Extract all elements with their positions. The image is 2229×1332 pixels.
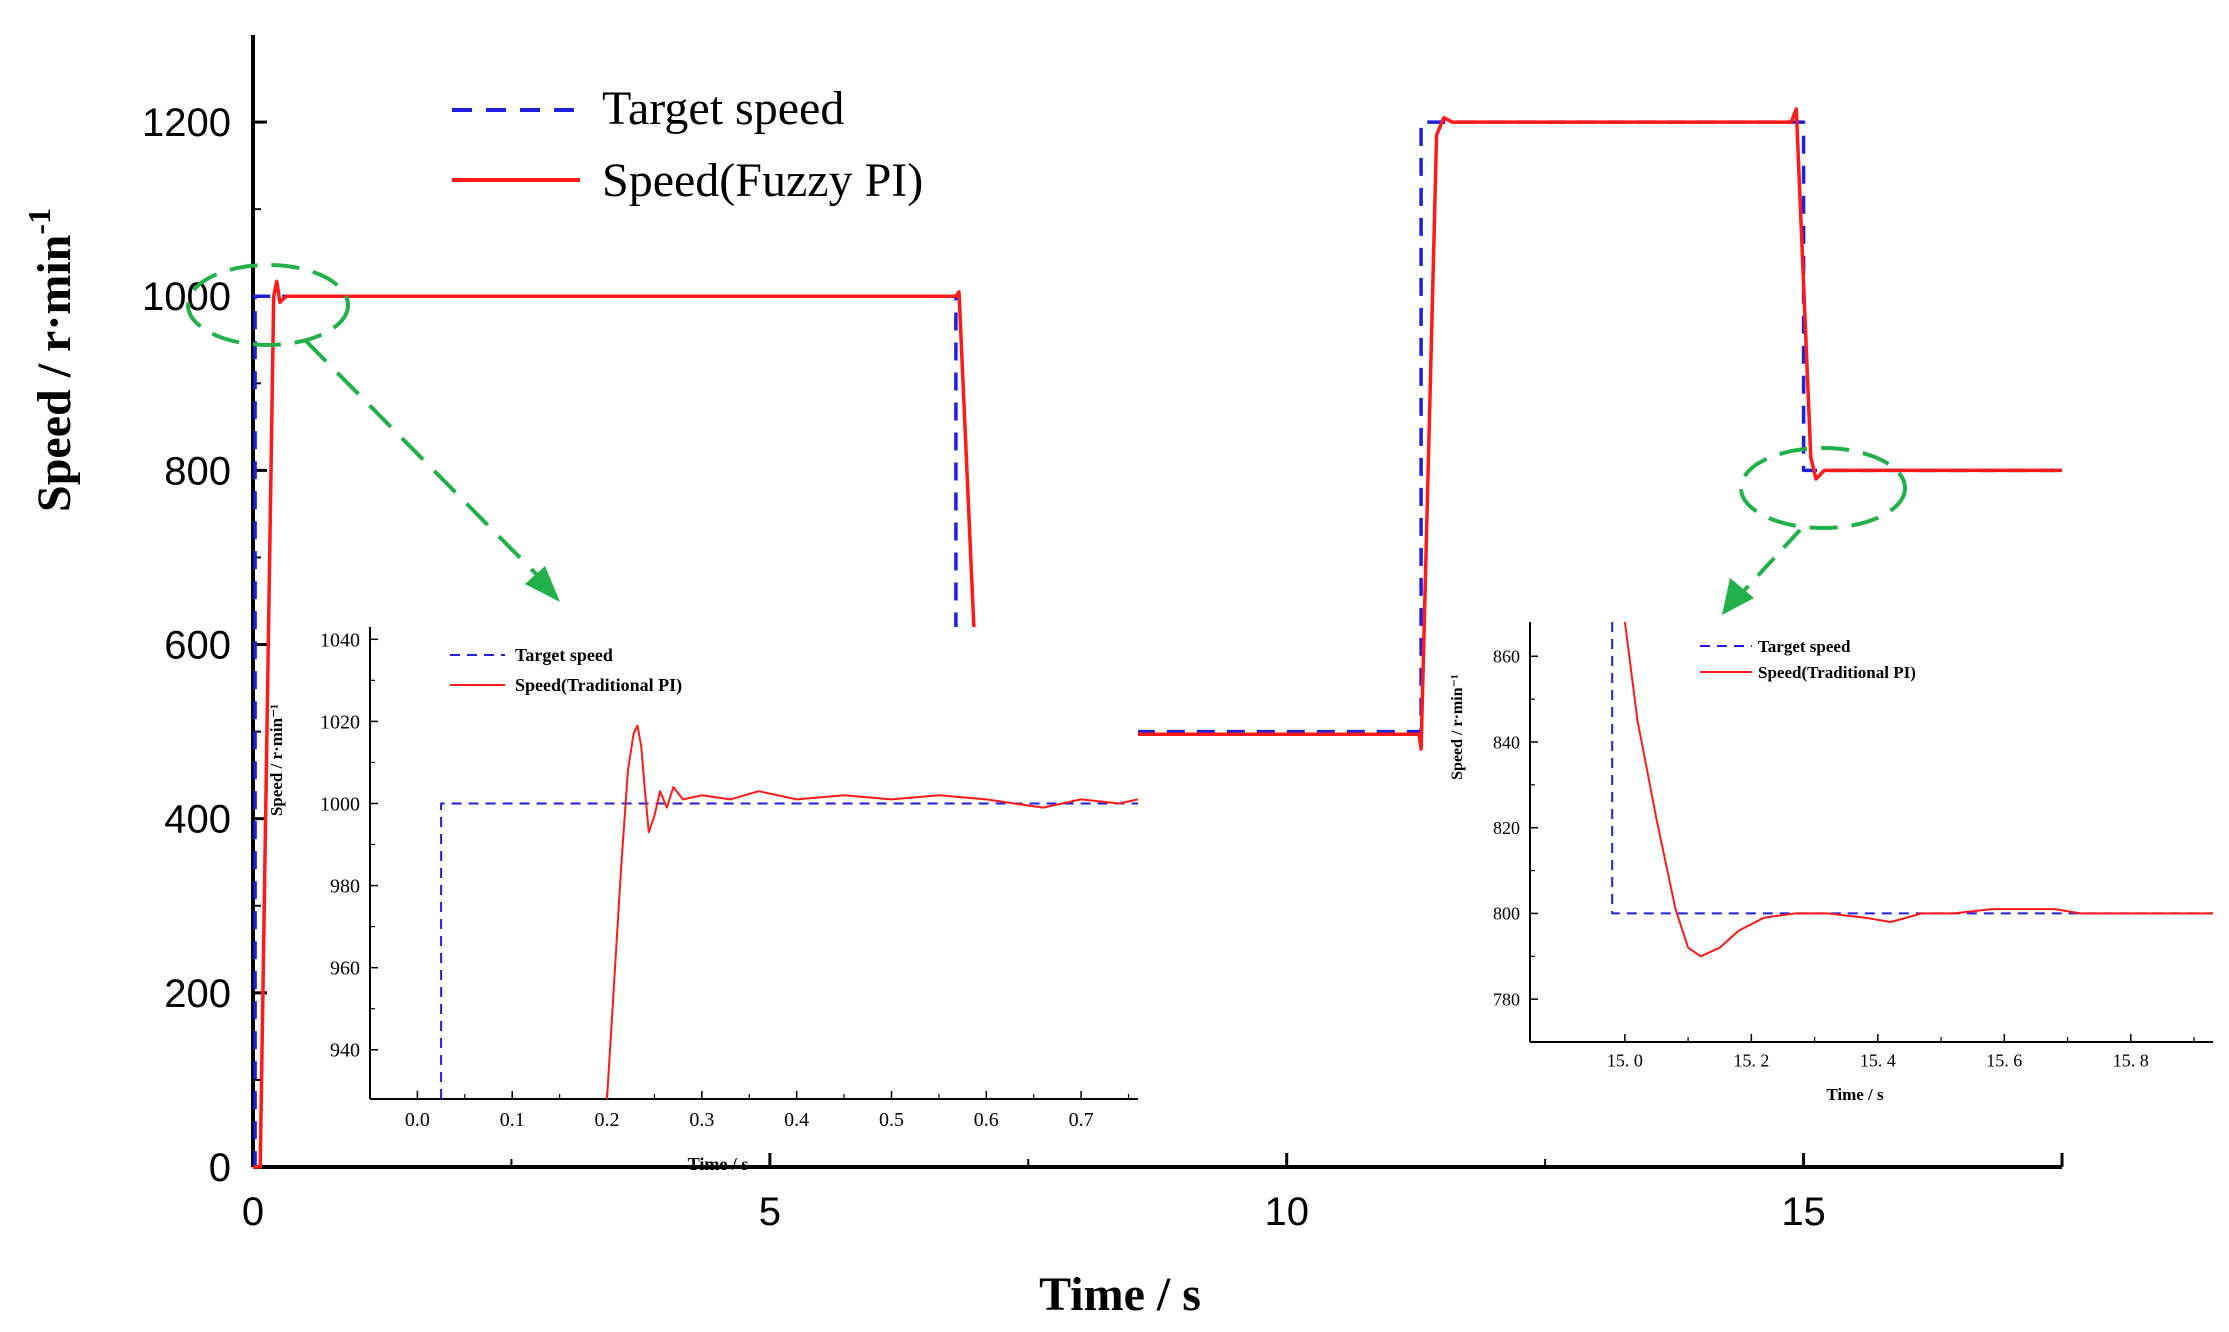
- zoom-arrowhead-left: [525, 566, 560, 602]
- inset-left-x-tick-label: 0.6: [974, 1109, 999, 1131]
- inset-right-y-axis-label: Speed / r·min⁻¹: [1449, 674, 1466, 780]
- inset-right-y-tick-label: 800: [1493, 904, 1520, 924]
- main-y-tick-label: 800: [164, 449, 231, 493]
- main-x-tick-label: 10: [1264, 1190, 1309, 1234]
- inset-left-x-tick-label: 0.0: [405, 1109, 430, 1131]
- zoom-annotations: [186, 263, 1907, 615]
- legend-speed-label: Speed(Fuzzy PI): [602, 154, 923, 207]
- inset-right-series-speed-line: [1623, 621, 2213, 958]
- main-y-tick-label: 600: [164, 624, 231, 668]
- inset-left-legend-speed-label: Speed(Traditional PI): [515, 675, 682, 696]
- inset-right-x-tick-label: 15. 0: [1607, 1050, 1643, 1070]
- inset-right-x-tick-label: 15. 8: [2113, 1050, 2149, 1070]
- svg-text:Speed / r·min-1: Speed / r·min-1: [21, 208, 81, 512]
- zoom-arrow-right: [1738, 528, 1802, 597]
- main-y-axis-label-text: Speed / r·min: [28, 235, 81, 512]
- inset-right-y-tick-label: 780: [1493, 989, 1520, 1009]
- inset-right-y-tick-label: 820: [1493, 818, 1520, 838]
- inset-left-x-tick-label: 0.4: [784, 1109, 809, 1131]
- inset-left-x-tick-label: 0.2: [595, 1109, 620, 1131]
- inset-right-y-ticks: 780 800 820 840 860: [1493, 647, 1538, 1009]
- main-series-speed-line: [253, 107, 2062, 1169]
- main-y-ticks: 0 200 400 600 800 1000 1200: [142, 101, 267, 1190]
- inset-left-x-ticks: 0.0 0.1 0.2 0.3 0.4 0.5 0.6 0.7: [405, 1091, 1130, 1131]
- zoom-arrow-left: [303, 338, 547, 585]
- inset-right-x-tick-label: 15. 6: [1986, 1050, 2022, 1070]
- inset-left-series-target-speed-line: [440, 802, 1138, 1099]
- inset-left-x-tick-label: 0.7: [1069, 1109, 1094, 1131]
- inset-left-x-tick-label: 0.1: [500, 1109, 525, 1131]
- inset-left-y-tick-label: 1020: [320, 711, 360, 733]
- inset-right-y-tick-label: 860: [1493, 647, 1520, 667]
- main-legend: Target speed Speed(Fuzzy PI): [452, 82, 923, 207]
- inset-right-x-axis-label: Time / s: [1826, 1085, 1884, 1104]
- legend-target-label: Target speed: [602, 82, 844, 135]
- inset-left-y-tick-label: 980: [330, 876, 360, 898]
- main-x-tick-label: 0: [242, 1190, 264, 1234]
- zoom-ellipse-right: [1739, 446, 1907, 530]
- main-y-tick-label: 1200: [142, 101, 231, 145]
- inset-left-x-tick-label: 0.5: [879, 1109, 904, 1131]
- inset-right-x-ticks: 15. 0 15. 2 15. 4 15. 6 15. 8: [1607, 1034, 2195, 1070]
- main-series: [253, 107, 2062, 1169]
- inset-right-legend-speed-label: Speed(Traditional PI): [1758, 663, 1916, 682]
- inset-left-y-tick-label: 1040: [320, 629, 360, 651]
- inset-left-y-tick-label: 940: [330, 1040, 360, 1062]
- main-x-tick-label: 5: [759, 1190, 781, 1234]
- inset-left-y-axis-label: Speed / r·min⁻¹: [267, 704, 286, 816]
- inset-right-x-tick-label: 15. 4: [1860, 1050, 1896, 1070]
- main-y-tick-label: 0: [209, 1146, 231, 1190]
- main-y-tick-label: 1000: [142, 275, 231, 319]
- main-x-tick-label: 15: [1781, 1190, 1826, 1234]
- inset-left-legend-target-label: Target speed: [515, 645, 613, 665]
- inset-right-series: [1611, 621, 2213, 958]
- main-y-axis-label: Speed / r·min-1: [21, 208, 81, 512]
- main-y-tick-label: 200: [164, 972, 231, 1016]
- inset-left-x-tick-label: 0.3: [689, 1109, 714, 1131]
- inset-left-series: [440, 724, 1139, 1100]
- inset-right-legend: Target speed Speed(Traditional PI): [1700, 637, 1916, 682]
- inset-left-series-speed-line: [606, 724, 1139, 1100]
- inset-left-legend: Target speed Speed(Traditional PI): [450, 645, 682, 696]
- main-y-tick-label: 400: [164, 798, 231, 842]
- inset-right-legend-target-label: Target speed: [1758, 637, 1851, 656]
- zoom-ellipse-left: [186, 263, 350, 347]
- inset-left-plot: 940 960 980 1000 1020 1040 0.0 0.1 0.2 0.3 0.4 0.5…: [267, 627, 1139, 1174]
- zoom-arrowhead-right: [1722, 578, 1754, 615]
- inset-right-x-tick-label: 15. 2: [1733, 1050, 1769, 1070]
- inset-left-y-ticks: 940 960 980 1000 1020 1040: [320, 629, 378, 1062]
- inset-left-x-axis-label: Time / s: [688, 1154, 749, 1174]
- main-plot: 0 200 400 600 800 1000 1200 0 5 10 15 Time / s Sp…: [21, 35, 2064, 1321]
- inset-right-y-tick-label: 840: [1493, 732, 1520, 752]
- main-y-axis-label-sup: -1: [21, 208, 57, 235]
- main-x-ticks: 0 5 10 15: [242, 1153, 2064, 1234]
- inset-left-y-tick-label: 960: [330, 958, 360, 980]
- main-x-axis-label: Time / s: [1039, 1268, 1201, 1321]
- inset-left-y-tick-label: 1000: [320, 793, 360, 815]
- inset-right-series-target-speed-line: [1611, 622, 2213, 915]
